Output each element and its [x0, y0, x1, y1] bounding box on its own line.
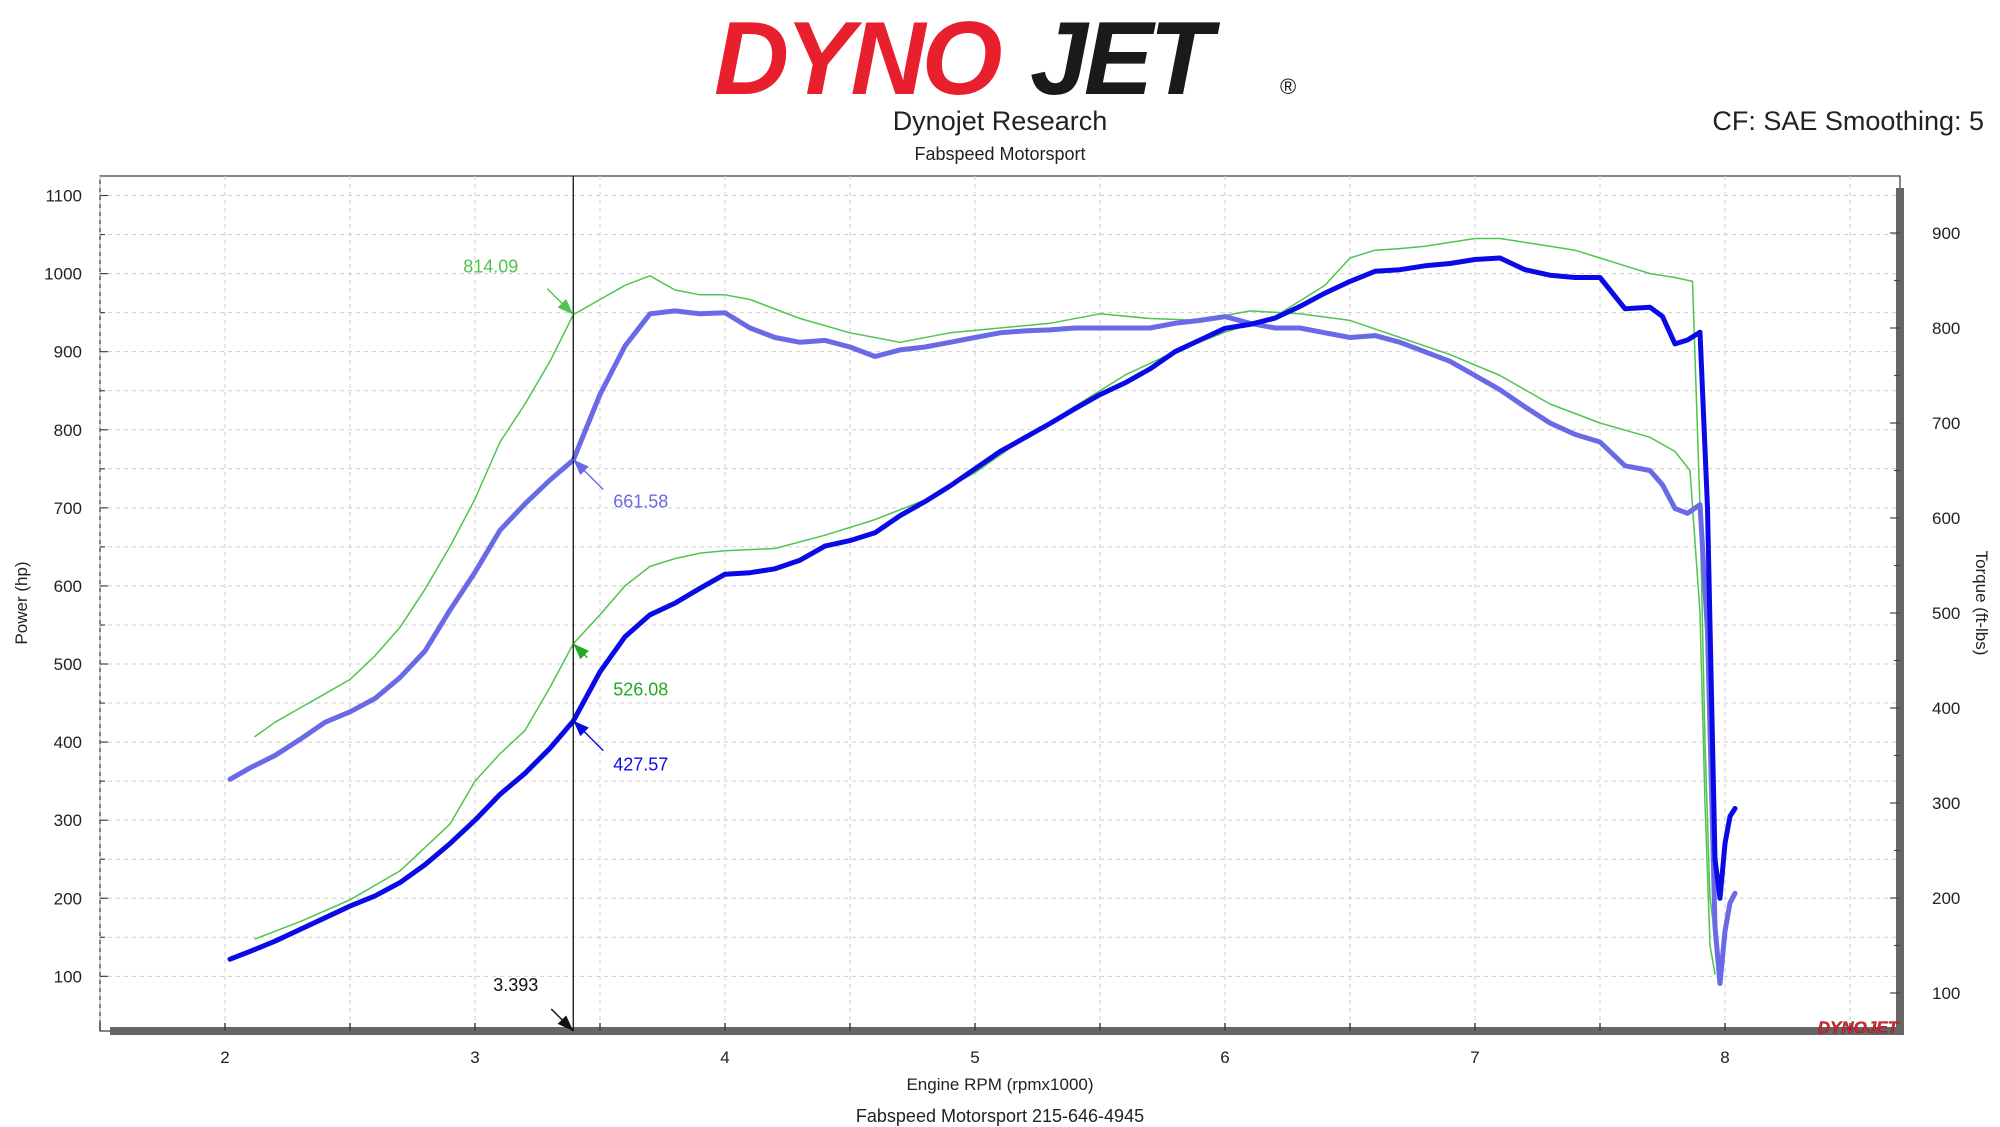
- y2-tick-label: 800: [1932, 319, 1960, 338]
- y-tick-label: 1100: [45, 187, 82, 206]
- correction-settings: CF: SAE Smoothing: 5: [1712, 106, 1984, 136]
- y2-tick-label: 600: [1932, 509, 1960, 528]
- y-tick-label: 600: [54, 577, 82, 596]
- footer-contact: Fabspeed Motorsport 215-646-4945: [855, 1106, 1145, 1126]
- watermark-logo: DYNOJET: [1818, 1018, 1900, 1037]
- y2-tick-label: 300: [1932, 794, 1960, 813]
- y2-axis-ticks: 100 200 300 400 500 600 700 800 900: [1890, 224, 1960, 1003]
- grid-lines: [99, 176, 1900, 1031]
- y-tick-label: 200: [54, 889, 82, 908]
- annotation-label: 814.09: [463, 257, 518, 277]
- y2-tick-label: 500: [1932, 604, 1960, 623]
- annotations: 814.09 661.58 526.08 427.57 3.393: [463, 257, 668, 1032]
- y2-tick-label: 900: [1932, 224, 1960, 243]
- y2-tick-label: 700: [1932, 414, 1960, 433]
- y-tick-label: 500: [54, 655, 82, 674]
- y2-tick-label: 100: [1932, 984, 1960, 1003]
- x-axis-title: Engine RPM (rpmx1000): [906, 1075, 1093, 1094]
- series-line-torque-a: [227, 308, 1738, 986]
- annotation-label: 526.08: [613, 680, 668, 700]
- y-tick-label: 300: [54, 811, 82, 830]
- annotation-label: 661.58: [613, 491, 668, 511]
- cursor-rpm-label: 3.393: [493, 975, 538, 995]
- y-axis-title: Power (hp): [12, 561, 31, 644]
- cursor-arrow: [550, 1008, 574, 1032]
- report-title: Dynojet Research: [892, 106, 1108, 136]
- series-line-torque-b: [254, 275, 1716, 975]
- y-tick-label: 700: [54, 499, 82, 518]
- y2-axis-title: Torque (ft-lbs): [1972, 551, 1991, 656]
- x-tick-label: 3: [470, 1048, 479, 1067]
- plot-frame: [99, 175, 1901, 1032]
- annotation-arrow: [572, 459, 604, 490]
- y2-tick-label: 200: [1932, 889, 1960, 908]
- annotation-arrow: [572, 720, 604, 752]
- x-tick-label: 4: [720, 1048, 729, 1067]
- report-subtitle: Fabspeed Motorsport: [914, 144, 1086, 164]
- x-tick-label: 6: [1220, 1048, 1229, 1067]
- logo-red-part: DYNO: [714, 8, 1002, 103]
- x-axis-ticks: 2 3 4 5 6 7 8: [99, 1023, 1851, 1067]
- y-tick-label: 400: [54, 733, 82, 752]
- annotation-arrow: [546, 288, 574, 316]
- y-tick-label: 1000: [44, 265, 82, 284]
- x-tick-label: 2: [220, 1048, 229, 1067]
- y-axis-ticks: 100 200 300 400 500 600 700 800 900 1000 1100: [44, 187, 108, 986]
- y-tick-label: 900: [54, 343, 82, 362]
- y2-tick-label: 400: [1932, 699, 1960, 718]
- annotation-arrow: [572, 643, 589, 660]
- x-tick-label: 5: [970, 1048, 979, 1067]
- series-line-power-b: [254, 237, 1716, 940]
- logo-image: DYNO JET ®: [714, 1, 1296, 117]
- registered-mark: ®: [1280, 74, 1296, 99]
- y-tick-label: 100: [54, 967, 82, 986]
- series-group: [227, 237, 1738, 986]
- logo-black-part: JET: [1030, 8, 1220, 103]
- x-tick-label: 8: [1720, 1048, 1729, 1067]
- series-line-power-a: [227, 255, 1738, 962]
- y-tick-label: 800: [54, 421, 82, 440]
- dynojet-logo: DYNO JET ®: [700, 1, 1310, 117]
- x-tick-label: 7: [1470, 1048, 1479, 1067]
- annotation-label: 427.57: [613, 755, 668, 775]
